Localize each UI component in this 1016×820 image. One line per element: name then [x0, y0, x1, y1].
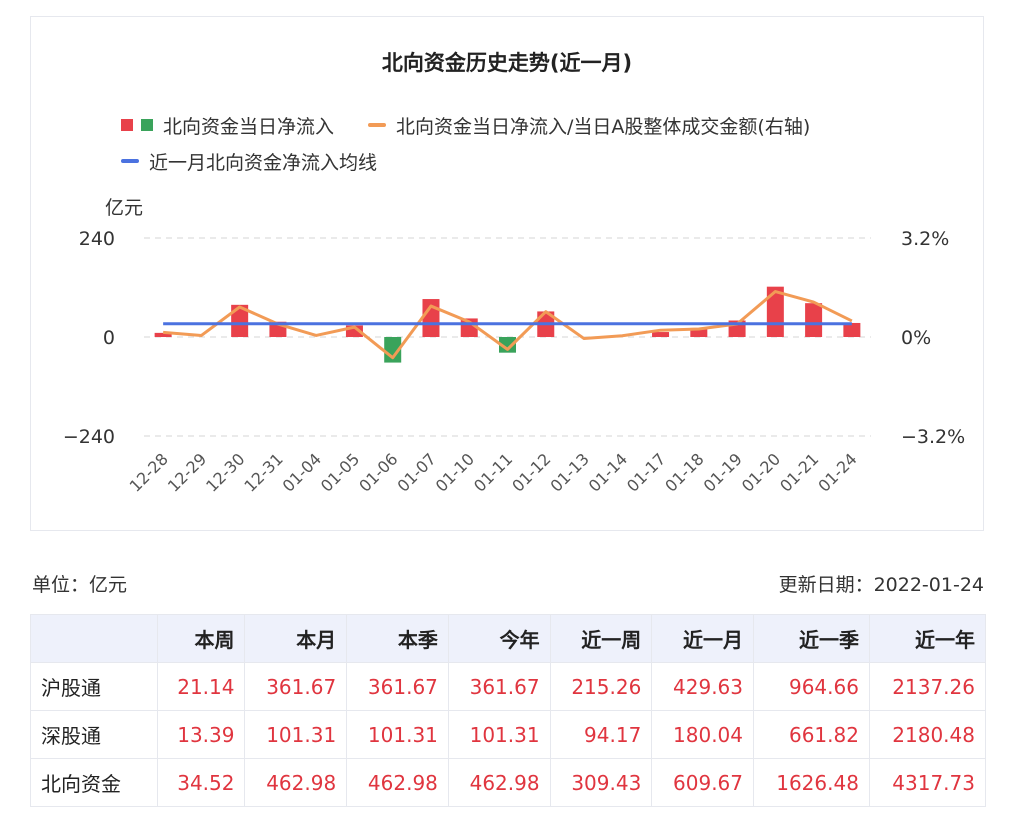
col-header: 今年: [447, 614, 551, 663]
table-cell: 429.63: [651, 662, 754, 711]
table-cell: 661.82: [753, 710, 870, 759]
table-cell: 462.98: [346, 758, 449, 807]
bar: [345, 325, 363, 337]
table-cell: 1626.48: [753, 758, 870, 807]
bar: [805, 303, 823, 337]
update-date: 更新日期：2022-01-24: [778, 574, 984, 596]
table-cell: 101.31: [346, 710, 449, 759]
table-cell: 2180.48: [868, 710, 987, 759]
x-tick-label: 01-24: [814, 449, 860, 495]
bar: [652, 332, 670, 337]
table-cell: 309.43: [549, 758, 653, 807]
table-cell: 215.26: [549, 662, 653, 711]
table-cell: 94.17: [549, 710, 653, 759]
x-tick-label: 12-29: [164, 449, 210, 495]
x-tick-label: 12-28: [126, 449, 172, 495]
x-tick-label: 01-10: [432, 449, 478, 495]
x-tick-label: 01-07: [393, 449, 439, 495]
col-header: 近一年: [868, 614, 987, 663]
legend-item-net-inflow[interactable]: 北向资金当日净流入: [121, 112, 334, 139]
chart-card: 北向资金历史走势(近一月) 北向资金当日净流入 北向资金当日净流入/当日A股整体…: [30, 16, 984, 531]
table-row: 沪股通 21.14 361.67 361.67 361.67 215.26 42…: [30, 662, 987, 711]
x-tick-label: 12-30: [202, 449, 248, 495]
table-cell: 101.31: [447, 710, 551, 759]
legend-item-ratio[interactable]: 北向资金当日净流入/当日A股整体成交金额(右轴): [368, 112, 810, 139]
y-tick-label: −240: [63, 426, 115, 448]
table-cell: 361.67: [447, 662, 551, 711]
x-tick-label: 01-05: [317, 449, 363, 495]
green-square-icon: [141, 119, 153, 131]
chart-plot: 2400−2403.2%0%−3.2%12-2812-2912-3012-310…: [63, 228, 965, 496]
table-cell: 13.39: [156, 710, 246, 759]
x-tick-label: 01-06: [355, 449, 401, 495]
x-tick-label: 01-19: [700, 449, 746, 495]
y-axis-unit: 亿元: [105, 197, 144, 219]
y-tick-label: 0: [103, 327, 115, 349]
table-cell: 462.98: [447, 758, 551, 807]
table-cell: 609.67: [651, 758, 754, 807]
summary-table: 本周 本月 本季 今年 近一周 近一月 近一季 近一年 沪股通 21.14 36…: [30, 614, 987, 807]
table-cell: 462.98: [244, 758, 348, 807]
col-header: 近一周: [549, 614, 653, 663]
chart-legend: 北向资金当日净流入 北向资金当日净流入/当日A股整体成交金额(右轴) 近一月北向…: [121, 107, 961, 179]
table-cell: 2137.26: [868, 662, 987, 711]
table-cell: 4317.73: [868, 758, 987, 807]
table-cell: 21.14: [156, 662, 246, 711]
table-row: 深股通 13.39 101.31 101.31 101.31 94.17 180…: [30, 710, 987, 759]
x-tick-label: 01-20: [738, 449, 784, 495]
bar: [843, 322, 861, 337]
legend-label-net-inflow: 北向资金当日净流入: [163, 115, 335, 138]
col-header: 近一季: [753, 614, 870, 663]
x-tick-label: 01-17: [623, 449, 669, 495]
y-tick-label: 240: [79, 228, 115, 250]
x-tick-label: 01-13: [547, 449, 593, 495]
x-tick-label: 01-14: [585, 449, 631, 495]
x-tick-label: 01-18: [661, 449, 707, 495]
legend-item-avg[interactable]: 近一月北向资金净流入均线: [121, 148, 377, 175]
table-header-row: 本周 本月 本季 今年 近一周 近一月 近一季 近一年: [30, 614, 987, 663]
bar: [154, 332, 172, 337]
col-header: 本周: [156, 614, 246, 663]
x-tick-label: 01-04: [279, 449, 325, 495]
legend-label-avg: 近一月北向资金净流入均线: [149, 151, 378, 174]
x-tick-label: 01-12: [508, 449, 554, 495]
table-cell: 180.04: [651, 710, 754, 759]
blue-line-icon: [121, 159, 139, 163]
row-name: 深股通: [30, 710, 158, 759]
col-header: 近一月: [651, 614, 754, 663]
table-row: 北向资金 34.52 462.98 462.98 462.98 309.43 6…: [30, 758, 987, 807]
bar: [690, 327, 708, 337]
bar: [231, 304, 249, 337]
x-tick-label: 12-31: [240, 449, 286, 495]
y2-tick-label: 3.2%: [901, 228, 949, 250]
y2-tick-label: −3.2%: [901, 426, 965, 448]
table-corner-cell: [30, 614, 158, 663]
orange-line-icon: [368, 123, 387, 127]
col-header: 本月: [244, 614, 348, 663]
unit-label: 单位：亿元: [32, 574, 128, 596]
x-tick-label: 01-11: [470, 449, 516, 495]
bar: [499, 337, 516, 353]
x-tick-label: 01-21: [776, 449, 822, 495]
row-name: 沪股通: [30, 662, 158, 711]
table-cell: 361.67: [244, 662, 348, 711]
legend-label-ratio: 北向资金当日净流入/当日A股整体成交金额(右轴): [396, 115, 811, 138]
col-header: 本季: [346, 614, 449, 663]
red-square-icon: [121, 119, 133, 131]
y2-tick-label: 0%: [901, 327, 931, 349]
row-name: 北向资金: [30, 758, 158, 807]
table-cell: 101.31: [244, 710, 348, 759]
table-cell: 964.66: [753, 662, 870, 711]
chart-title: 北向资金历史走势(近一月): [381, 51, 633, 75]
table-cell: 34.52: [156, 758, 246, 807]
table-cell: 361.67: [346, 662, 449, 711]
